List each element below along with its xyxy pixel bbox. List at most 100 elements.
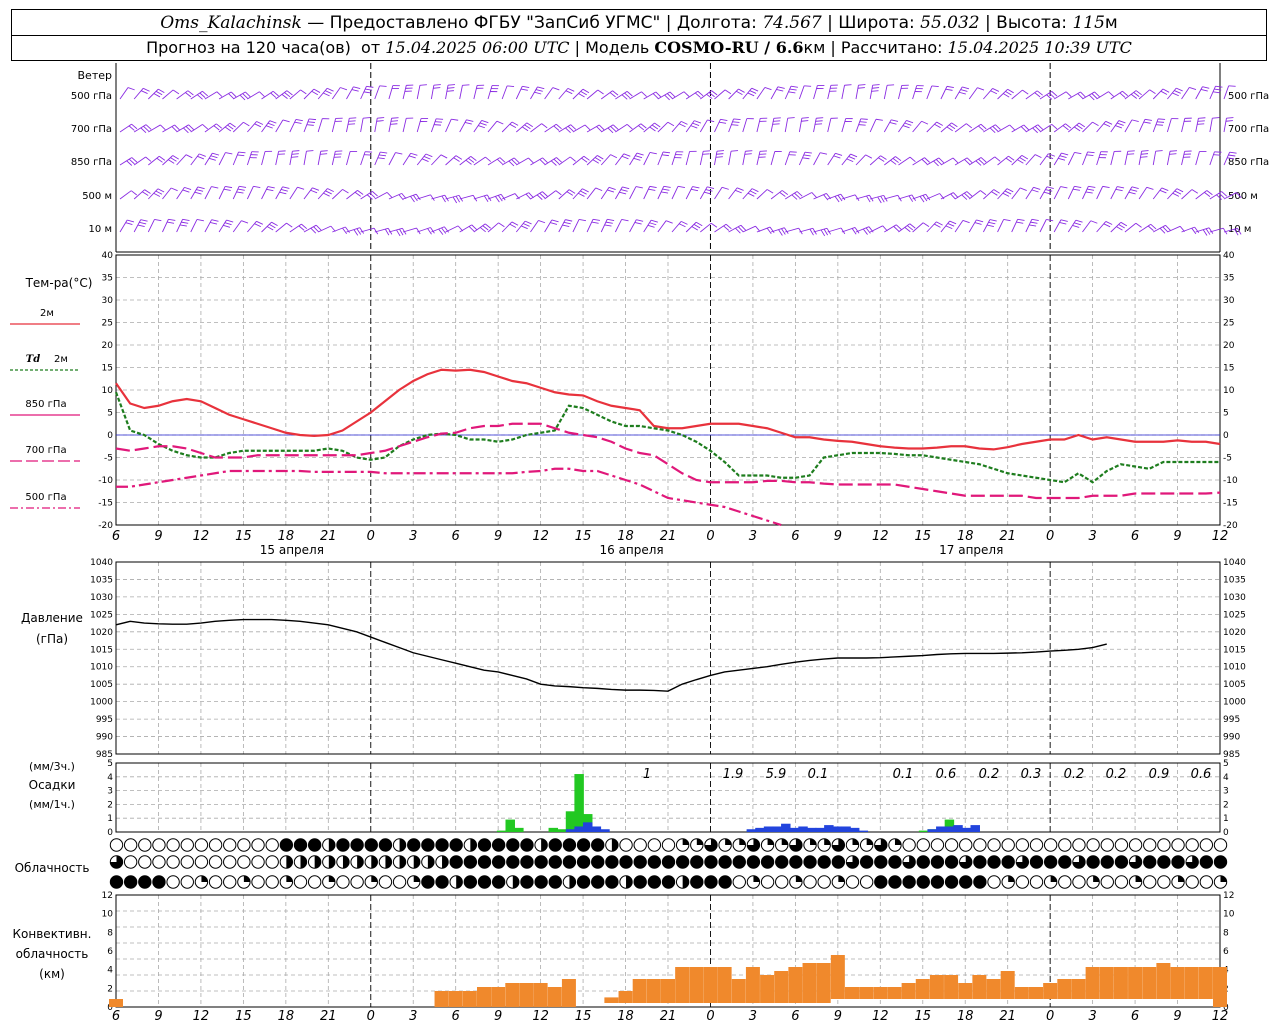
wind-barb-shaft <box>317 225 332 233</box>
wind-barb-shaft <box>756 151 761 166</box>
wind-barb-feather <box>1004 190 1012 195</box>
wind-barb-feather <box>408 155 416 159</box>
wind-barb-feather <box>911 194 916 202</box>
cloud-symbol-fill <box>781 838 788 845</box>
wind-barb-shaft <box>147 88 159 100</box>
wind-barb-feather <box>654 122 661 128</box>
wind-barb-feather <box>779 191 786 197</box>
wind-barb-shaft <box>912 157 925 166</box>
cloud-symbol <box>180 855 194 869</box>
wind-barb-shaft <box>515 86 523 100</box>
wind-barb-shaft <box>501 85 508 100</box>
day-label: 16 апреля <box>599 543 663 557</box>
wind-barb-shaft <box>954 86 963 100</box>
cloud-symbol-fill <box>704 838 718 852</box>
wind-barb-feather <box>534 91 542 95</box>
wind-barb-feather <box>425 153 433 158</box>
precip-tick-right: 4 <box>1223 773 1229 783</box>
wind-barb-feather <box>966 191 973 197</box>
convective-bar <box>632 979 647 1003</box>
precip-tick-left: 2 <box>107 800 113 810</box>
wind-barb-shaft <box>1209 86 1216 100</box>
cloud-symbol-fill <box>328 838 336 852</box>
cloud-symbol <box>930 855 945 869</box>
pressure-tick-right: 1035 <box>1223 575 1246 585</box>
wind-barb-feather <box>1146 186 1154 190</box>
wind-barb-shaft <box>331 151 336 166</box>
wind-barb-feather <box>282 186 290 189</box>
precip-tick-right: 0 <box>1223 828 1229 838</box>
wind-barb-feather <box>310 227 317 234</box>
wind-barb-shaft <box>233 91 246 100</box>
wind-barb-feather <box>455 195 461 203</box>
cloud-symbol <box>223 875 237 889</box>
precip-bar <box>927 829 937 832</box>
wind-barb-feather <box>340 87 348 91</box>
wind-barb-shaft <box>1068 91 1081 100</box>
wind-barb-feather <box>584 124 591 131</box>
cloud-symbol <box>987 875 1001 889</box>
cloud-symbol <box>435 838 449 852</box>
wind-barb-feather <box>908 195 914 202</box>
wind-barb-shaft <box>1011 187 1021 200</box>
wind-barb-feather <box>1058 157 1066 161</box>
cloud-symbol <box>1001 838 1015 852</box>
wind-barb-feather <box>925 194 931 201</box>
cloud-symbol <box>138 855 152 869</box>
wind-barb-feather <box>1120 221 1128 227</box>
wind-barb-shaft <box>742 188 753 200</box>
convective-grid <box>115 894 1221 1008</box>
wind-barb-feather <box>1128 191 1136 195</box>
temperature-tick-right: -5 <box>1223 454 1232 464</box>
wind-barb-shaft <box>303 187 313 200</box>
precip-total-label: 0.6 <box>936 767 957 782</box>
wind-barb-feather <box>556 157 562 163</box>
wind-barb-feather <box>1090 220 1098 224</box>
cloud-symbol <box>223 838 237 852</box>
cloud-symbol <box>1199 838 1214 852</box>
precip-total-label: 0.6 <box>1191 767 1212 782</box>
cloud-symbol <box>350 875 364 889</box>
cloud-symbol <box>930 838 945 852</box>
cloud-symbol <box>1114 838 1129 852</box>
cloud-symbol <box>506 838 520 852</box>
pressure-line <box>115 618 1107 692</box>
wind-barb-shaft <box>374 227 389 233</box>
wind-barb-feather <box>342 227 348 234</box>
wind-barb-feather <box>309 118 317 121</box>
cloud-symbol-fill <box>810 838 817 845</box>
wind-barb-shaft <box>501 157 515 166</box>
wind-barb-shaft <box>714 89 726 100</box>
wind-barb-feather <box>694 92 701 98</box>
convective-hour-label: 3 <box>749 1009 757 1024</box>
wind-barb-feather <box>816 117 824 119</box>
cloud-symbol <box>647 875 662 889</box>
cloud-symbol <box>1143 838 1157 852</box>
wind-barb-feather <box>197 155 205 160</box>
wind-barb-feather <box>988 221 996 225</box>
wind-barb-feather <box>640 123 647 129</box>
wind-barb-feather <box>708 92 715 98</box>
convective-hour-label: 21 <box>660 1009 677 1024</box>
convective-bar <box>434 991 449 1007</box>
wind-barb-feather <box>1133 92 1140 98</box>
wind-barb-shaft <box>119 157 133 166</box>
wind-barb-shaft <box>1025 154 1036 166</box>
wind-barb-feather <box>909 223 916 229</box>
wind-barb-feather <box>386 192 393 198</box>
wind-barb-feather <box>1105 120 1113 125</box>
wind-barb-feather <box>1059 222 1067 225</box>
wind-barb-feather <box>1031 218 1039 221</box>
cloud-symbol-fill <box>767 838 774 845</box>
wind-barb-feather <box>479 122 487 126</box>
wind-barb-shaft <box>855 154 866 166</box>
wind-barb-feather <box>565 219 573 222</box>
wind-barb-feather <box>931 85 939 88</box>
wind-barb-feather <box>281 93 288 99</box>
wind-barb-feather <box>550 222 558 225</box>
wind-barb-feather <box>1034 126 1041 132</box>
temperature-hour-label: 15 <box>575 529 592 544</box>
wind-barb-feather <box>379 85 387 87</box>
pressure-tick-left: 995 <box>96 715 113 725</box>
wind-barb-feather <box>678 223 686 228</box>
